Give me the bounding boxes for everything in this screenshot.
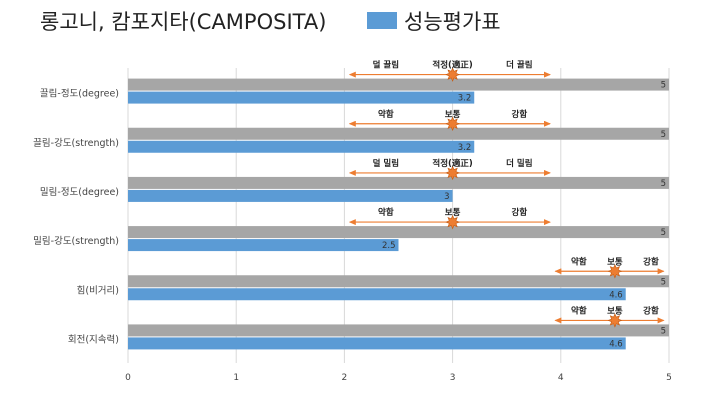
- legend-swatch: [367, 12, 397, 29]
- data-label: 5: [661, 277, 666, 287]
- annotation-left-label: 덜 밀림: [373, 158, 399, 169]
- annotation-right-label: 강함: [512, 207, 528, 218]
- x-tick-label: 1: [233, 373, 239, 383]
- x-tick-label: 3: [450, 373, 456, 383]
- category-label: 회전(지속력): [68, 333, 119, 345]
- annotation-left-label: 덜 끌림: [373, 60, 399, 71]
- annotation-center-label: 보통: [445, 207, 461, 218]
- annotation-center-label: 보통: [445, 109, 461, 120]
- data-label: 4.6: [609, 339, 623, 349]
- annotation-center-label: 보통: [607, 256, 623, 267]
- legend-label: 성능평가표: [404, 10, 501, 34]
- star-marker: [445, 214, 460, 230]
- annotation-center-label: 적정(適正): [432, 158, 473, 169]
- data-label: 4.6: [609, 290, 623, 300]
- annotation-center-label: 보통: [607, 305, 623, 316]
- star-marker: [445, 116, 460, 132]
- x-tick-label: 5: [666, 373, 672, 383]
- category-label: 밀림-정도(degree): [40, 186, 119, 198]
- chart-title: 롱고니, 캄포지타(CAMPOSITA): [40, 10, 327, 34]
- bar: [128, 176, 669, 189]
- annotation-right-label: 강함: [643, 305, 659, 316]
- bar: [128, 127, 669, 140]
- annotation-right-label: 더 끌림: [506, 60, 532, 71]
- bar: [128, 239, 399, 252]
- bar: [128, 189, 453, 202]
- annotation-left-label: 약함: [571, 305, 587, 316]
- category-label: 힘(비거리): [77, 285, 119, 296]
- bar: [128, 78, 669, 91]
- data-label: 5: [661, 130, 666, 140]
- bar: [128, 91, 475, 104]
- bar: [128, 324, 669, 337]
- annotation-right-label: 강함: [512, 109, 528, 120]
- star-marker: [607, 263, 623, 279]
- data-label: 5: [661, 228, 666, 238]
- bar: [128, 226, 669, 239]
- star-marker: [445, 165, 460, 181]
- bar: [128, 288, 626, 301]
- category-label: 밀림-강도(strength): [33, 235, 119, 247]
- annotation-left-label: 약함: [571, 256, 587, 267]
- data-label: 2.5: [382, 241, 396, 251]
- x-tick-label: 0: [125, 373, 131, 383]
- data-label: 5: [661, 179, 666, 189]
- annotation-right-label: 강함: [643, 256, 659, 267]
- star-marker: [445, 67, 460, 82]
- category-label: 끌림-강도(strength): [33, 137, 119, 149]
- data-label: 3.2: [458, 143, 472, 153]
- x-tick-label: 2: [342, 373, 348, 383]
- data-label: 3: [444, 192, 449, 202]
- bar: [128, 275, 669, 288]
- bar: [128, 337, 626, 350]
- data-label: 5: [661, 326, 666, 336]
- annotation-center-label: 적정(適正): [432, 60, 473, 71]
- annotation-left-label: 약함: [378, 207, 394, 218]
- star-marker: [607, 313, 623, 328]
- annotation-left-label: 약함: [378, 109, 394, 120]
- data-label: 5: [661, 81, 666, 91]
- category-label: 끌림-정도(degree): [40, 88, 119, 100]
- x-tick-label: 4: [558, 373, 564, 383]
- bar: [128, 140, 475, 153]
- data-label: 3.2: [458, 94, 472, 104]
- annotation-right-label: 더 밀림: [506, 158, 532, 169]
